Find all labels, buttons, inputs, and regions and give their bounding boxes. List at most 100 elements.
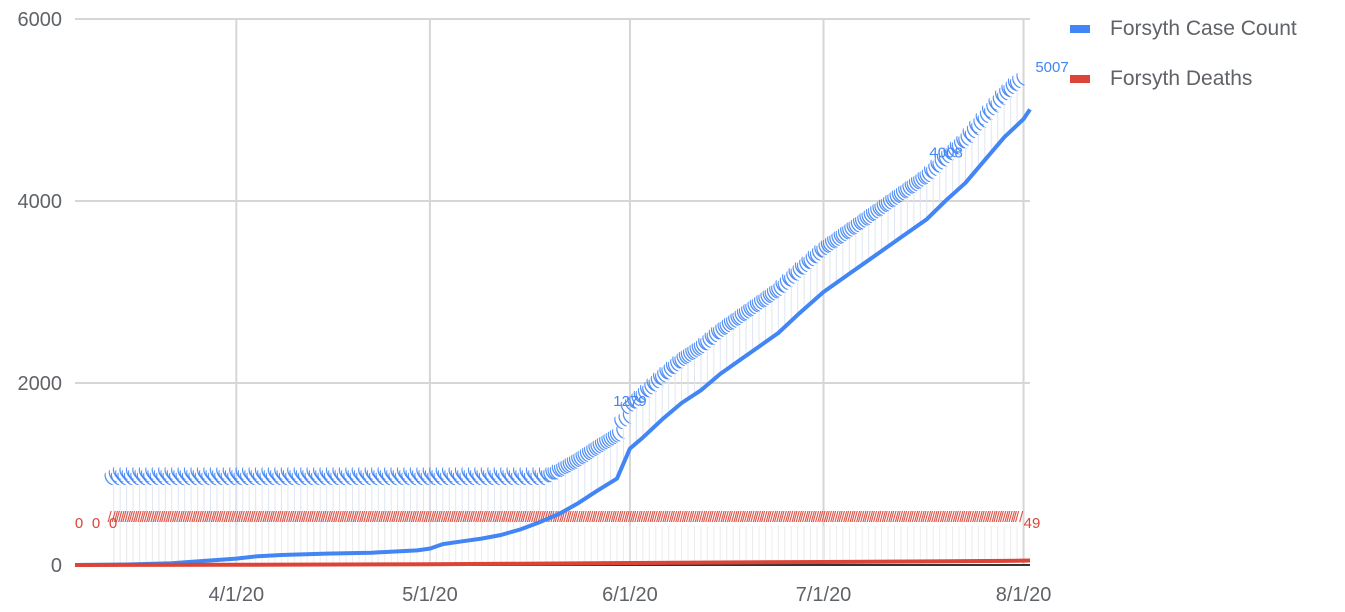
data-label-mark: ///	[501, 509, 514, 526]
data-label-mark: ///	[746, 509, 759, 526]
data-label-mark: ///	[927, 509, 940, 526]
data-label-mark: ///	[340, 509, 353, 526]
series-line-deaths[interactable]	[74, 558, 1031, 567]
data-label-mark: ///	[456, 509, 469, 526]
data-label-mark: ///	[153, 509, 166, 526]
data-label-mark: ///	[837, 509, 850, 526]
data-label-mark: ///	[159, 509, 172, 526]
data-label-mark: ///	[114, 509, 127, 526]
data-label-mark: ///	[1004, 509, 1017, 526]
data-label: 0	[109, 515, 117, 532]
data-label-mark: ///	[508, 509, 521, 526]
axis-ticks: 0 2000 4000 6000 4/1/20 5/1/20 6/1/20 7/1/20 8/1…	[18, 9, 1052, 606]
data-label-mark: ///	[443, 509, 456, 526]
data-label-mark: ///	[424, 509, 437, 526]
data-label-mark: ///	[888, 509, 901, 526]
data-label-mark: ///	[656, 509, 669, 526]
data-label-mark: ///	[972, 509, 985, 526]
data-label-mark: ///	[398, 509, 411, 526]
data-label-mark: ///	[669, 509, 682, 526]
data-label-mark: ///	[720, 509, 733, 526]
data-label-mark: ///	[495, 509, 508, 526]
data-label-mark: ///	[579, 509, 592, 526]
data-label-mark: ///	[791, 509, 804, 526]
data-label-mark: ///	[185, 509, 198, 526]
data-label-mark: ///	[843, 509, 856, 526]
data-label-mark: ///	[959, 509, 972, 526]
data-label-mark: ///	[211, 509, 224, 526]
data-label-mark: ///	[249, 509, 262, 526]
data-label-mark: ///	[895, 509, 908, 526]
data-label-mark: ///	[598, 509, 611, 526]
data-label-mark: ///	[766, 509, 779, 526]
data-label-mark: ///	[327, 509, 340, 526]
data-label-mark: ///	[488, 509, 501, 526]
series-line-case-count[interactable]	[74, 108, 1032, 567]
data-label-mark: ///	[817, 509, 830, 526]
data-label-mark: ///	[172, 509, 185, 526]
data-label-mark: ///	[204, 509, 217, 526]
data-label-mark: ///	[882, 509, 895, 526]
data-label-mark: ///	[624, 509, 637, 526]
data-label-mark: ///	[520, 509, 533, 526]
data-label-mark: ///	[630, 509, 643, 526]
data-label-mark: ///	[230, 509, 243, 526]
legend-swatch-deaths	[1070, 75, 1090, 83]
data-label-mark: ///	[708, 509, 721, 526]
data-label-mark: ///	[482, 509, 495, 526]
data-label-mark: ///	[404, 509, 417, 526]
data-label-mark: ///	[643, 509, 656, 526]
data-label-mark: ///	[740, 509, 753, 526]
x-tick-label: 4/1/20	[209, 584, 265, 606]
gridlines	[75, 18, 1030, 566]
data-label-mark: ///	[940, 509, 953, 526]
data-label-mark: ///	[824, 509, 837, 526]
data-label-mark: ///	[217, 509, 230, 526]
data-label-mark: ///	[314, 509, 327, 526]
data-label-mark: ///	[811, 509, 824, 526]
data-label-mark: ///	[869, 509, 882, 526]
data-label: 4008	[929, 145, 962, 162]
data-label-mark: ///	[224, 509, 237, 526]
x-tick-label: 6/1/20	[602, 584, 658, 606]
legend-label-case-count: Forsyth Case Count	[1110, 17, 1297, 40]
data-label-mark: ///	[430, 509, 443, 526]
data-label-mark: ///	[591, 509, 604, 526]
data-label-mark: ///	[198, 509, 211, 526]
data-label-mark: ///	[359, 509, 372, 526]
data-label-mark: ///	[701, 509, 714, 526]
data-label: 49	[1024, 515, 1041, 532]
data-label-mark: ///	[991, 509, 1004, 526]
data-label-mark: ///	[127, 509, 140, 526]
data-label-mark: ///	[566, 509, 579, 526]
data-label-mark: ///	[772, 509, 785, 526]
data-label-mark: ///	[953, 509, 966, 526]
data-label-mark: ///	[585, 509, 598, 526]
data-label-mark: ///	[191, 509, 204, 526]
data-label-mark: ///	[759, 509, 772, 526]
data-label-mark: ///	[307, 509, 320, 526]
data-label-mark: ///	[449, 509, 462, 526]
data-label: 0	[92, 515, 100, 532]
data-label-mark: ///	[346, 509, 359, 526]
data-label-mark: ///	[611, 509, 624, 526]
data-label-mark: ///	[462, 509, 475, 526]
legend-item-deaths[interactable]: Forsyth Deaths	[1070, 54, 1297, 104]
data-label-mark: ///	[682, 509, 695, 526]
legend-item-case-count[interactable]: Forsyth Case Count	[1070, 4, 1297, 54]
data-label-mark: ///	[830, 509, 843, 526]
y-tick-label: 6000	[18, 9, 63, 31]
data-label-mark: ///	[901, 509, 914, 526]
data-label-mark: ///	[753, 509, 766, 526]
data-label-mark: ///	[933, 509, 946, 526]
data-label: 5007	[1035, 59, 1068, 76]
data-label-mark: ///	[979, 509, 992, 526]
data-label-mark: ///	[856, 509, 869, 526]
data-label-mark: ///	[469, 509, 482, 526]
data-label-mark: ///	[140, 509, 153, 526]
data-label-mark: ///	[649, 509, 662, 526]
data-label-mark: ///	[178, 509, 191, 526]
data-label-mark: ///	[695, 509, 708, 526]
data-label-mark: ///	[985, 509, 998, 526]
